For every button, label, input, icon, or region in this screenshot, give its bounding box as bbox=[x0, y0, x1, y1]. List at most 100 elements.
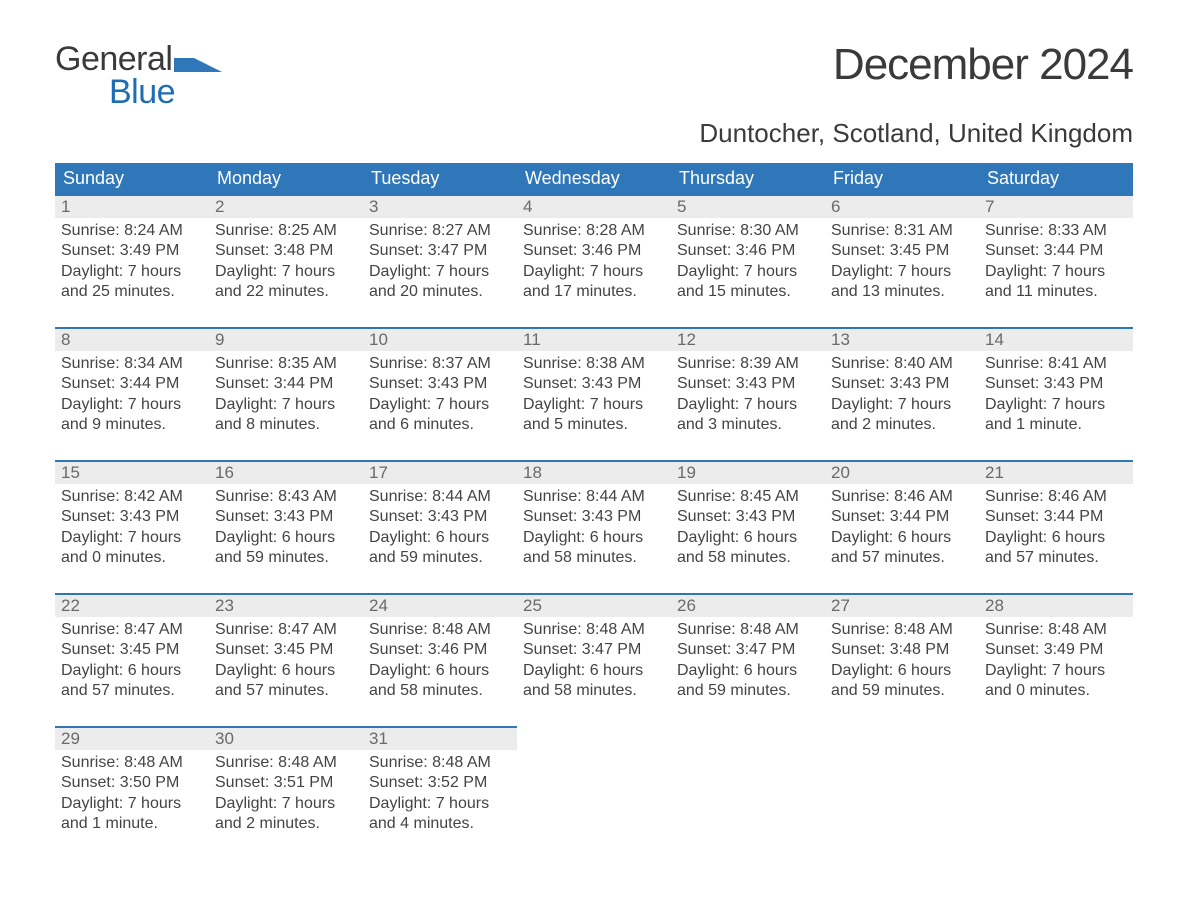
daylight-line2: and 22 minutes. bbox=[215, 282, 357, 302]
calendar-cell: 2Sunrise: 8:25 AMSunset: 3:48 PMDaylight… bbox=[209, 194, 363, 327]
calendar-cell: 9Sunrise: 8:35 AMSunset: 3:44 PMDaylight… bbox=[209, 327, 363, 460]
sunrise-line: Sunrise: 8:33 AM bbox=[985, 221, 1127, 241]
sunrise-line: Sunrise: 8:38 AM bbox=[523, 354, 665, 374]
daylight-line2: and 59 minutes. bbox=[369, 548, 511, 568]
daylight-line2: and 11 minutes. bbox=[985, 282, 1127, 302]
daylight-line1: Daylight: 7 hours bbox=[985, 395, 1127, 415]
day-number: 23 bbox=[209, 593, 363, 617]
logo-blue-text: Blue bbox=[109, 73, 226, 112]
calendar-cell: 21Sunrise: 8:46 AMSunset: 3:44 PMDayligh… bbox=[979, 460, 1133, 593]
calendar-cell: 8Sunrise: 8:34 AMSunset: 3:44 PMDaylight… bbox=[55, 327, 209, 460]
daylight-line2: and 58 minutes. bbox=[369, 681, 511, 701]
sunrise-line: Sunrise: 8:45 AM bbox=[677, 487, 819, 507]
daylight-line2: and 58 minutes. bbox=[523, 548, 665, 568]
calendar-cell: 13Sunrise: 8:40 AMSunset: 3:43 PMDayligh… bbox=[825, 327, 979, 460]
sunset-line: Sunset: 3:46 PM bbox=[523, 241, 665, 261]
day-data: Sunrise: 8:37 AMSunset: 3:43 PMDaylight:… bbox=[363, 351, 517, 436]
daylight-line2: and 9 minutes. bbox=[61, 415, 203, 435]
daylight-line2: and 20 minutes. bbox=[369, 282, 511, 302]
daylight-line2: and 5 minutes. bbox=[523, 415, 665, 435]
daylight-line2: and 0 minutes. bbox=[985, 681, 1127, 701]
sunset-line: Sunset: 3:43 PM bbox=[215, 507, 357, 527]
day-data: Sunrise: 8:27 AMSunset: 3:47 PMDaylight:… bbox=[363, 218, 517, 303]
calendar-cell: 10Sunrise: 8:37 AMSunset: 3:43 PMDayligh… bbox=[363, 327, 517, 460]
day-number: 30 bbox=[209, 726, 363, 750]
calendar-row: 15Sunrise: 8:42 AMSunset: 3:43 PMDayligh… bbox=[55, 460, 1133, 593]
day-number: 17 bbox=[363, 460, 517, 484]
day-number: 4 bbox=[517, 194, 671, 218]
sunset-line: Sunset: 3:43 PM bbox=[985, 374, 1127, 394]
weekday-header: Wednesday bbox=[517, 163, 671, 194]
sunrise-line: Sunrise: 8:44 AM bbox=[523, 487, 665, 507]
daylight-line1: Daylight: 6 hours bbox=[369, 528, 511, 548]
sunset-line: Sunset: 3:43 PM bbox=[369, 374, 511, 394]
page-title: December 2024 bbox=[833, 40, 1133, 90]
logo: General Blue bbox=[55, 40, 226, 112]
day-number: 14 bbox=[979, 327, 1133, 351]
sunrise-line: Sunrise: 8:24 AM bbox=[61, 221, 203, 241]
daylight-line1: Daylight: 7 hours bbox=[985, 661, 1127, 681]
sunrise-line: Sunrise: 8:46 AM bbox=[985, 487, 1127, 507]
daylight-line2: and 13 minutes. bbox=[831, 282, 973, 302]
daylight-line2: and 1 minute. bbox=[985, 415, 1127, 435]
sunset-line: Sunset: 3:50 PM bbox=[61, 773, 203, 793]
calendar-cell: 19Sunrise: 8:45 AMSunset: 3:43 PMDayligh… bbox=[671, 460, 825, 593]
day-data: Sunrise: 8:48 AMSunset: 3:49 PMDaylight:… bbox=[979, 617, 1133, 702]
daylight-line1: Daylight: 6 hours bbox=[831, 528, 973, 548]
calendar-cell: 5Sunrise: 8:30 AMSunset: 3:46 PMDaylight… bbox=[671, 194, 825, 327]
calendar-cell: 15Sunrise: 8:42 AMSunset: 3:43 PMDayligh… bbox=[55, 460, 209, 593]
calendar-cell: 12Sunrise: 8:39 AMSunset: 3:43 PMDayligh… bbox=[671, 327, 825, 460]
daylight-line2: and 6 minutes. bbox=[369, 415, 511, 435]
day-number: 24 bbox=[363, 593, 517, 617]
daylight-line2: and 2 minutes. bbox=[831, 415, 973, 435]
sunset-line: Sunset: 3:44 PM bbox=[215, 374, 357, 394]
sunrise-line: Sunrise: 8:48 AM bbox=[985, 620, 1127, 640]
sunrise-line: Sunrise: 8:48 AM bbox=[831, 620, 973, 640]
daylight-line2: and 3 minutes. bbox=[677, 415, 819, 435]
daylight-line1: Daylight: 7 hours bbox=[985, 262, 1127, 282]
day-number: 28 bbox=[979, 593, 1133, 617]
sunset-line: Sunset: 3:48 PM bbox=[215, 241, 357, 261]
daylight-line1: Daylight: 6 hours bbox=[677, 528, 819, 548]
daylight-line2: and 57 minutes. bbox=[831, 548, 973, 568]
sunset-line: Sunset: 3:49 PM bbox=[985, 640, 1127, 660]
daylight-line2: and 59 minutes. bbox=[677, 681, 819, 701]
calendar-cell: 16Sunrise: 8:43 AMSunset: 3:43 PMDayligh… bbox=[209, 460, 363, 593]
daylight-line1: Daylight: 6 hours bbox=[61, 661, 203, 681]
day-data: Sunrise: 8:34 AMSunset: 3:44 PMDaylight:… bbox=[55, 351, 209, 436]
day-data: Sunrise: 8:44 AMSunset: 3:43 PMDaylight:… bbox=[363, 484, 517, 569]
calendar-row: 1Sunrise: 8:24 AMSunset: 3:49 PMDaylight… bbox=[55, 194, 1133, 327]
sunrise-line: Sunrise: 8:30 AM bbox=[677, 221, 819, 241]
daylight-line1: Daylight: 7 hours bbox=[677, 395, 819, 415]
daylight-line2: and 4 minutes. bbox=[369, 814, 511, 834]
calendar-cell: 11Sunrise: 8:38 AMSunset: 3:43 PMDayligh… bbox=[517, 327, 671, 460]
calendar-cell: 30Sunrise: 8:48 AMSunset: 3:51 PMDayligh… bbox=[209, 726, 363, 859]
day-number: 27 bbox=[825, 593, 979, 617]
weekday-header-row: Sunday Monday Tuesday Wednesday Thursday… bbox=[55, 163, 1133, 194]
day-data: Sunrise: 8:45 AMSunset: 3:43 PMDaylight:… bbox=[671, 484, 825, 569]
sunset-line: Sunset: 3:45 PM bbox=[831, 241, 973, 261]
day-number: 25 bbox=[517, 593, 671, 617]
day-data: Sunrise: 8:41 AMSunset: 3:43 PMDaylight:… bbox=[979, 351, 1133, 436]
sunrise-line: Sunrise: 8:48 AM bbox=[61, 753, 203, 773]
daylight-line1: Daylight: 7 hours bbox=[61, 262, 203, 282]
daylight-line1: Daylight: 6 hours bbox=[215, 528, 357, 548]
day-number: 12 bbox=[671, 327, 825, 351]
daylight-line1: Daylight: 6 hours bbox=[677, 661, 819, 681]
daylight-line1: Daylight: 7 hours bbox=[369, 794, 511, 814]
sunrise-line: Sunrise: 8:46 AM bbox=[831, 487, 973, 507]
calendar-cell: 3Sunrise: 8:27 AMSunset: 3:47 PMDaylight… bbox=[363, 194, 517, 327]
sunrise-line: Sunrise: 8:48 AM bbox=[215, 753, 357, 773]
sunset-line: Sunset: 3:43 PM bbox=[369, 507, 511, 527]
daylight-line1: Daylight: 6 hours bbox=[523, 528, 665, 548]
calendar-cell: 29Sunrise: 8:48 AMSunset: 3:50 PMDayligh… bbox=[55, 726, 209, 859]
calendar-cell: 1Sunrise: 8:24 AMSunset: 3:49 PMDaylight… bbox=[55, 194, 209, 327]
daylight-line2: and 15 minutes. bbox=[677, 282, 819, 302]
calendar-cell bbox=[979, 726, 1133, 859]
day-data: Sunrise: 8:47 AMSunset: 3:45 PMDaylight:… bbox=[55, 617, 209, 702]
daylight-line2: and 57 minutes. bbox=[61, 681, 203, 701]
calendar-cell: 22Sunrise: 8:47 AMSunset: 3:45 PMDayligh… bbox=[55, 593, 209, 726]
day-number: 29 bbox=[55, 726, 209, 750]
daylight-line1: Daylight: 6 hours bbox=[985, 528, 1127, 548]
daylight-line2: and 2 minutes. bbox=[215, 814, 357, 834]
